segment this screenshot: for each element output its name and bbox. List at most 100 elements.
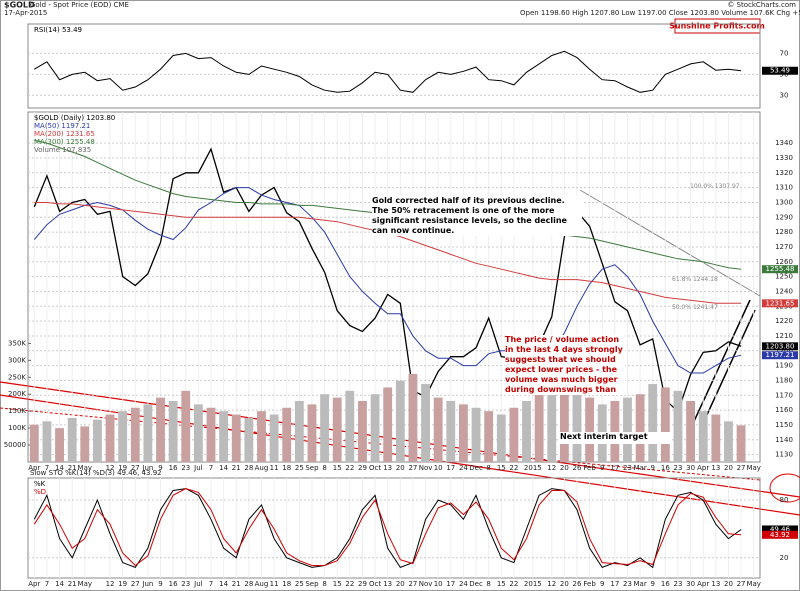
x-tick-label: May xyxy=(78,580,92,588)
volume-bar xyxy=(648,384,658,462)
x-tick-label: 27 xyxy=(131,464,140,472)
x-tick-label: 23 xyxy=(674,464,683,472)
volume-bar xyxy=(522,401,531,462)
value-tag: 53.49 xyxy=(770,67,790,75)
x-tick-label: 16 xyxy=(169,580,178,588)
volume-bar xyxy=(547,387,557,462)
volume-bar xyxy=(446,401,456,462)
x-tick-label: Apr xyxy=(697,580,709,588)
x-tick-label: Jul xyxy=(193,464,203,472)
x-tick-label: 27 xyxy=(131,580,140,588)
series-line xyxy=(33,147,742,413)
x-tick-label: Mar xyxy=(633,580,646,588)
volume-bar xyxy=(156,397,165,462)
annotation: 50.0% 1241.47 xyxy=(672,304,718,311)
y-tick-label: 1150 xyxy=(775,421,793,429)
y-tick-label: 1190 xyxy=(775,362,793,370)
value-tag-bg xyxy=(762,66,798,75)
x-tick-label: 15 xyxy=(497,580,506,588)
x-tick-label: 19 xyxy=(118,464,127,472)
x-tick-label: 20 xyxy=(724,580,733,588)
volume-bar xyxy=(635,394,645,462)
x-tick-label: 13 xyxy=(711,580,720,588)
x-tick-label: 9 xyxy=(158,580,162,588)
legend: Slow STO %K(14) %D(3) 49.46, 43.92 xyxy=(30,469,162,477)
y-tick-label: 1210 xyxy=(775,332,793,340)
volume-bar xyxy=(370,394,380,462)
y-tick-label: 100K xyxy=(8,424,26,432)
value-tag-bg xyxy=(762,299,798,308)
volume-bar xyxy=(534,394,544,462)
x-tick-label: 19 xyxy=(118,580,127,588)
x-tick-label: 16 xyxy=(661,580,670,588)
volume-bar xyxy=(471,407,481,462)
trend-line xyxy=(579,189,761,297)
volume-bar xyxy=(282,407,292,462)
x-tick-label: 24 xyxy=(459,580,468,588)
annotation: 61.8% 1244.18 xyxy=(672,276,718,283)
volume-bar xyxy=(130,407,140,462)
x-tick-label: 22 xyxy=(345,580,354,588)
legend-entry: MA(300) 1255.48 xyxy=(34,138,95,146)
y-tick-label: 1200 xyxy=(775,347,793,355)
volume-bar xyxy=(118,411,128,462)
y-tick-label: 30 xyxy=(780,91,789,99)
x-tick-label: 12 xyxy=(547,464,556,472)
annotation-text: The price / volume action in the last 4 … xyxy=(505,335,625,395)
y-tick-label: 350K xyxy=(8,339,26,347)
volume-bar xyxy=(320,394,330,462)
series-line xyxy=(34,50,742,93)
x-tick-label: Apr xyxy=(28,580,40,588)
x-tick-label: May xyxy=(78,464,92,472)
x-tick-label: 9 xyxy=(650,464,654,472)
y-tick-label: 1300 xyxy=(775,198,793,206)
x-tick-label: 16 xyxy=(169,464,178,472)
x-tick-label: May xyxy=(746,464,760,472)
y-tick-label: 20 xyxy=(780,554,789,562)
panel-frame xyxy=(27,111,761,463)
annotation: 100.0% 1307.97 xyxy=(690,183,740,190)
y-tick-label: 1340 xyxy=(775,139,793,147)
value-tag-bg xyxy=(762,342,798,351)
x-tick-label: 23 xyxy=(181,580,190,588)
x-tick-label: 30 xyxy=(686,580,695,588)
x-tick-label: Jun xyxy=(141,580,153,588)
volume-bar xyxy=(736,425,746,462)
x-tick-label: 20 xyxy=(560,580,569,588)
x-tick-label: Apr xyxy=(697,464,709,472)
x-tick-label: Dec xyxy=(469,580,483,588)
annotation-text: 100.0% 1307.97 xyxy=(690,183,740,190)
value-tag: 1197.21 xyxy=(766,351,795,359)
panel-frame xyxy=(27,477,761,579)
value-tag: 1203.80 xyxy=(766,342,795,350)
x-tick-label: May xyxy=(746,580,760,588)
volume-bar xyxy=(358,401,367,462)
panel-frame xyxy=(27,23,761,109)
x-tick-label: 7 xyxy=(209,580,213,588)
volume-bar xyxy=(332,397,342,462)
y-tick-label: 1320 xyxy=(775,169,793,177)
x-tick-label: Sep xyxy=(305,580,319,588)
x-tick-label: 8 xyxy=(486,464,490,472)
x-tick-label: 14 xyxy=(55,464,64,472)
volume-bar xyxy=(80,426,90,462)
x-tick-label: 27 xyxy=(408,464,417,472)
x-tick-label: 23 xyxy=(623,580,632,588)
volume-bar xyxy=(193,404,203,462)
volume-bar xyxy=(231,414,241,462)
legend-entry: $GOLD (Daily) 1203.80 xyxy=(34,114,115,122)
x-tick-label: Oct xyxy=(369,464,381,472)
volume-bar xyxy=(244,417,254,462)
legend-entry: %K xyxy=(34,480,46,488)
x-tick-label: 7 xyxy=(209,464,213,472)
value-tag: 1255.48 xyxy=(766,265,795,273)
legend-entry: MA(200) 1231.65 xyxy=(34,130,95,138)
volume-bar xyxy=(458,404,468,462)
x-tick-label: 13 xyxy=(383,580,392,588)
y-tick-label: 1130 xyxy=(775,451,793,459)
volume-bar xyxy=(29,424,39,462)
highlight xyxy=(769,473,800,503)
volume-bar xyxy=(623,397,632,462)
y-tick-label: 150K xyxy=(8,407,26,415)
x-tick-label: 2015 xyxy=(524,580,542,588)
